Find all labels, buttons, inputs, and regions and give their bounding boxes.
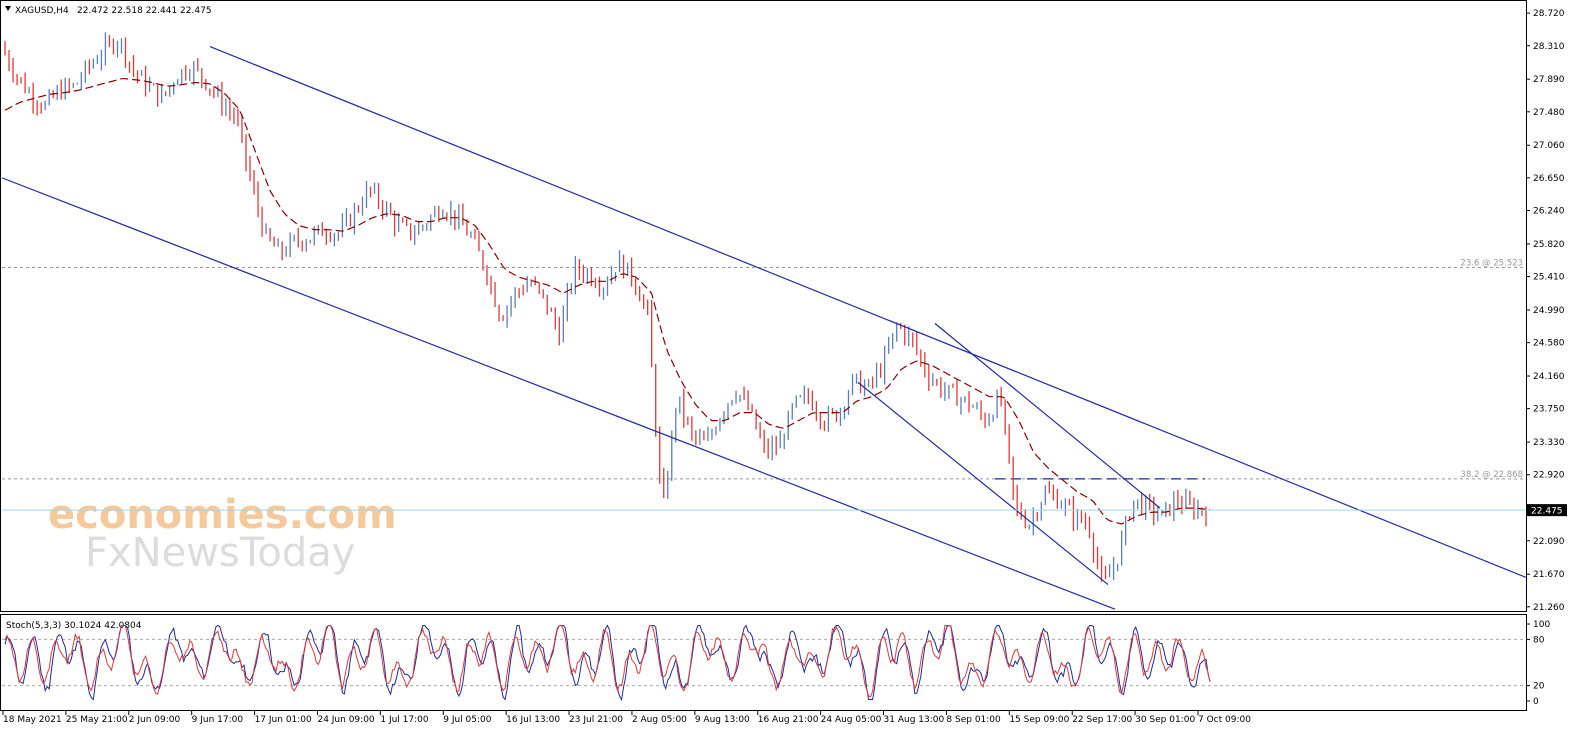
watermark-economies: economies.com — [48, 492, 397, 538]
time-axis: 18 May 2021 25 May 21:00 2 Jun 09:00 9 Jun … — [2, 711, 1251, 725]
x-tick-label: 2 Aug 05:00 — [632, 715, 687, 725]
wedge-upper-line — [934, 323, 1161, 509]
x-tick-label: 9 Jul 05:00 — [443, 715, 492, 725]
y-tick-label: 21.260 — [1533, 603, 1565, 613]
fib-levels: 23.6 @ 25.523 38.2 @ 22.868 — [2, 259, 1526, 480]
stoch-tick-label: 0 — [1533, 697, 1539, 707]
x-tick-label: 31 Aug 13:00 — [884, 715, 945, 725]
stoch-pane-frame — [0, 614, 1527, 711]
price-pane-frame — [0, 0, 1527, 612]
x-tick-label: 17 Jun 01:00 — [255, 715, 312, 725]
stoch-signal-line — [4, 625, 1211, 698]
y-tick-label: 24.160 — [1533, 372, 1565, 382]
channel-lines — [1, 46, 1527, 610]
y-tick-label: 27.890 — [1533, 75, 1565, 85]
stochastic-oscillator: 100 80 20 0 — [2, 620, 1550, 707]
x-tick-label: 18 May 2021 — [3, 715, 62, 725]
x-tick-label: 1 Jul 17:00 — [380, 715, 429, 725]
ohlc-label: 22.472 22.518 22.441 22.475 — [77, 6, 212, 16]
x-tick-label: 8 Sep 01:00 — [946, 715, 1001, 725]
x-tick-label: 9 Jun 17:00 — [192, 715, 244, 725]
channel-lower-line — [1, 177, 1116, 610]
y-tick-label: 28.310 — [1533, 42, 1565, 52]
x-tick-label: 9 Aug 13:00 — [695, 715, 750, 725]
symbol-label: XAGUSD,H4 — [15, 6, 69, 16]
y-tick-label: 27.060 — [1533, 141, 1565, 151]
wedge-lower-line — [857, 381, 1109, 586]
fib-level-label: 38.2 @ 22.868 — [1460, 470, 1523, 480]
x-tick-label: 15 Sep 09:00 — [1009, 715, 1069, 725]
y-tick-label: 24.580 — [1533, 339, 1565, 349]
y-tick-label: 22.920 — [1533, 471, 1565, 481]
price-axis: 28.720 28.310 27.890 27.480 27.060 26.650 26.2… — [2, 9, 1567, 613]
stoch-label: Stoch(5,3,3) 30.1024 42.0804 — [6, 621, 142, 631]
y-tick-label: 23.330 — [1533, 438, 1565, 448]
x-tick-label: 7 Oct 09:00 — [1198, 715, 1251, 725]
candles — [4, 32, 1207, 582]
y-tick-label: 27.480 — [1533, 108, 1565, 118]
y-tick-label: 25.820 — [1533, 240, 1565, 250]
collapse-triangle-icon[interactable] — [5, 6, 11, 11]
y-tick-label: 23.750 — [1533, 405, 1565, 415]
channel-upper-line — [209, 46, 1527, 578]
x-tick-label: 24 Aug 05:00 — [821, 715, 882, 725]
x-tick-label: 25 May 21:00 — [66, 715, 128, 725]
fib-level-label: 23.6 @ 25.523 — [1460, 259, 1523, 269]
x-tick-label: 30 Sep 01:00 — [1135, 715, 1195, 725]
y-tick-label: 25.410 — [1533, 273, 1565, 283]
x-tick-label: 16 Aug 21:00 — [758, 715, 819, 725]
current-price-label: 22.475 — [1531, 507, 1563, 517]
y-tick-label: 26.650 — [1533, 174, 1565, 184]
y-tick-label: 28.720 — [1533, 9, 1565, 19]
current-price-box — [1527, 504, 1567, 517]
stoch-main-line — [4, 624, 1211, 701]
x-tick-label: 16 Jul 13:00 — [506, 715, 560, 725]
x-tick-label: 22 Sep 17:00 — [1072, 715, 1132, 725]
x-tick-label: 23 Jul 21:00 — [569, 715, 623, 725]
y-tick-label: 24.990 — [1533, 306, 1565, 316]
x-tick-label: 2 Jun 09:00 — [129, 715, 181, 725]
x-tick-label: 24 Jun 09:00 — [317, 715, 374, 725]
moving-average — [4, 78, 1211, 525]
y-tick-label: 21.670 — [1533, 570, 1565, 580]
watermark-fxnewstoday: FxNewsToday — [85, 530, 355, 576]
stoch-tick-label: 20 — [1533, 682, 1545, 692]
y-tick-label: 26.240 — [1533, 207, 1565, 217]
moving-average-line — [4, 78, 1211, 525]
stoch-tick-label: 100 — [1533, 620, 1550, 630]
stoch-tick-label: 80 — [1533, 635, 1545, 645]
y-tick-label: 22.090 — [1533, 537, 1565, 547]
